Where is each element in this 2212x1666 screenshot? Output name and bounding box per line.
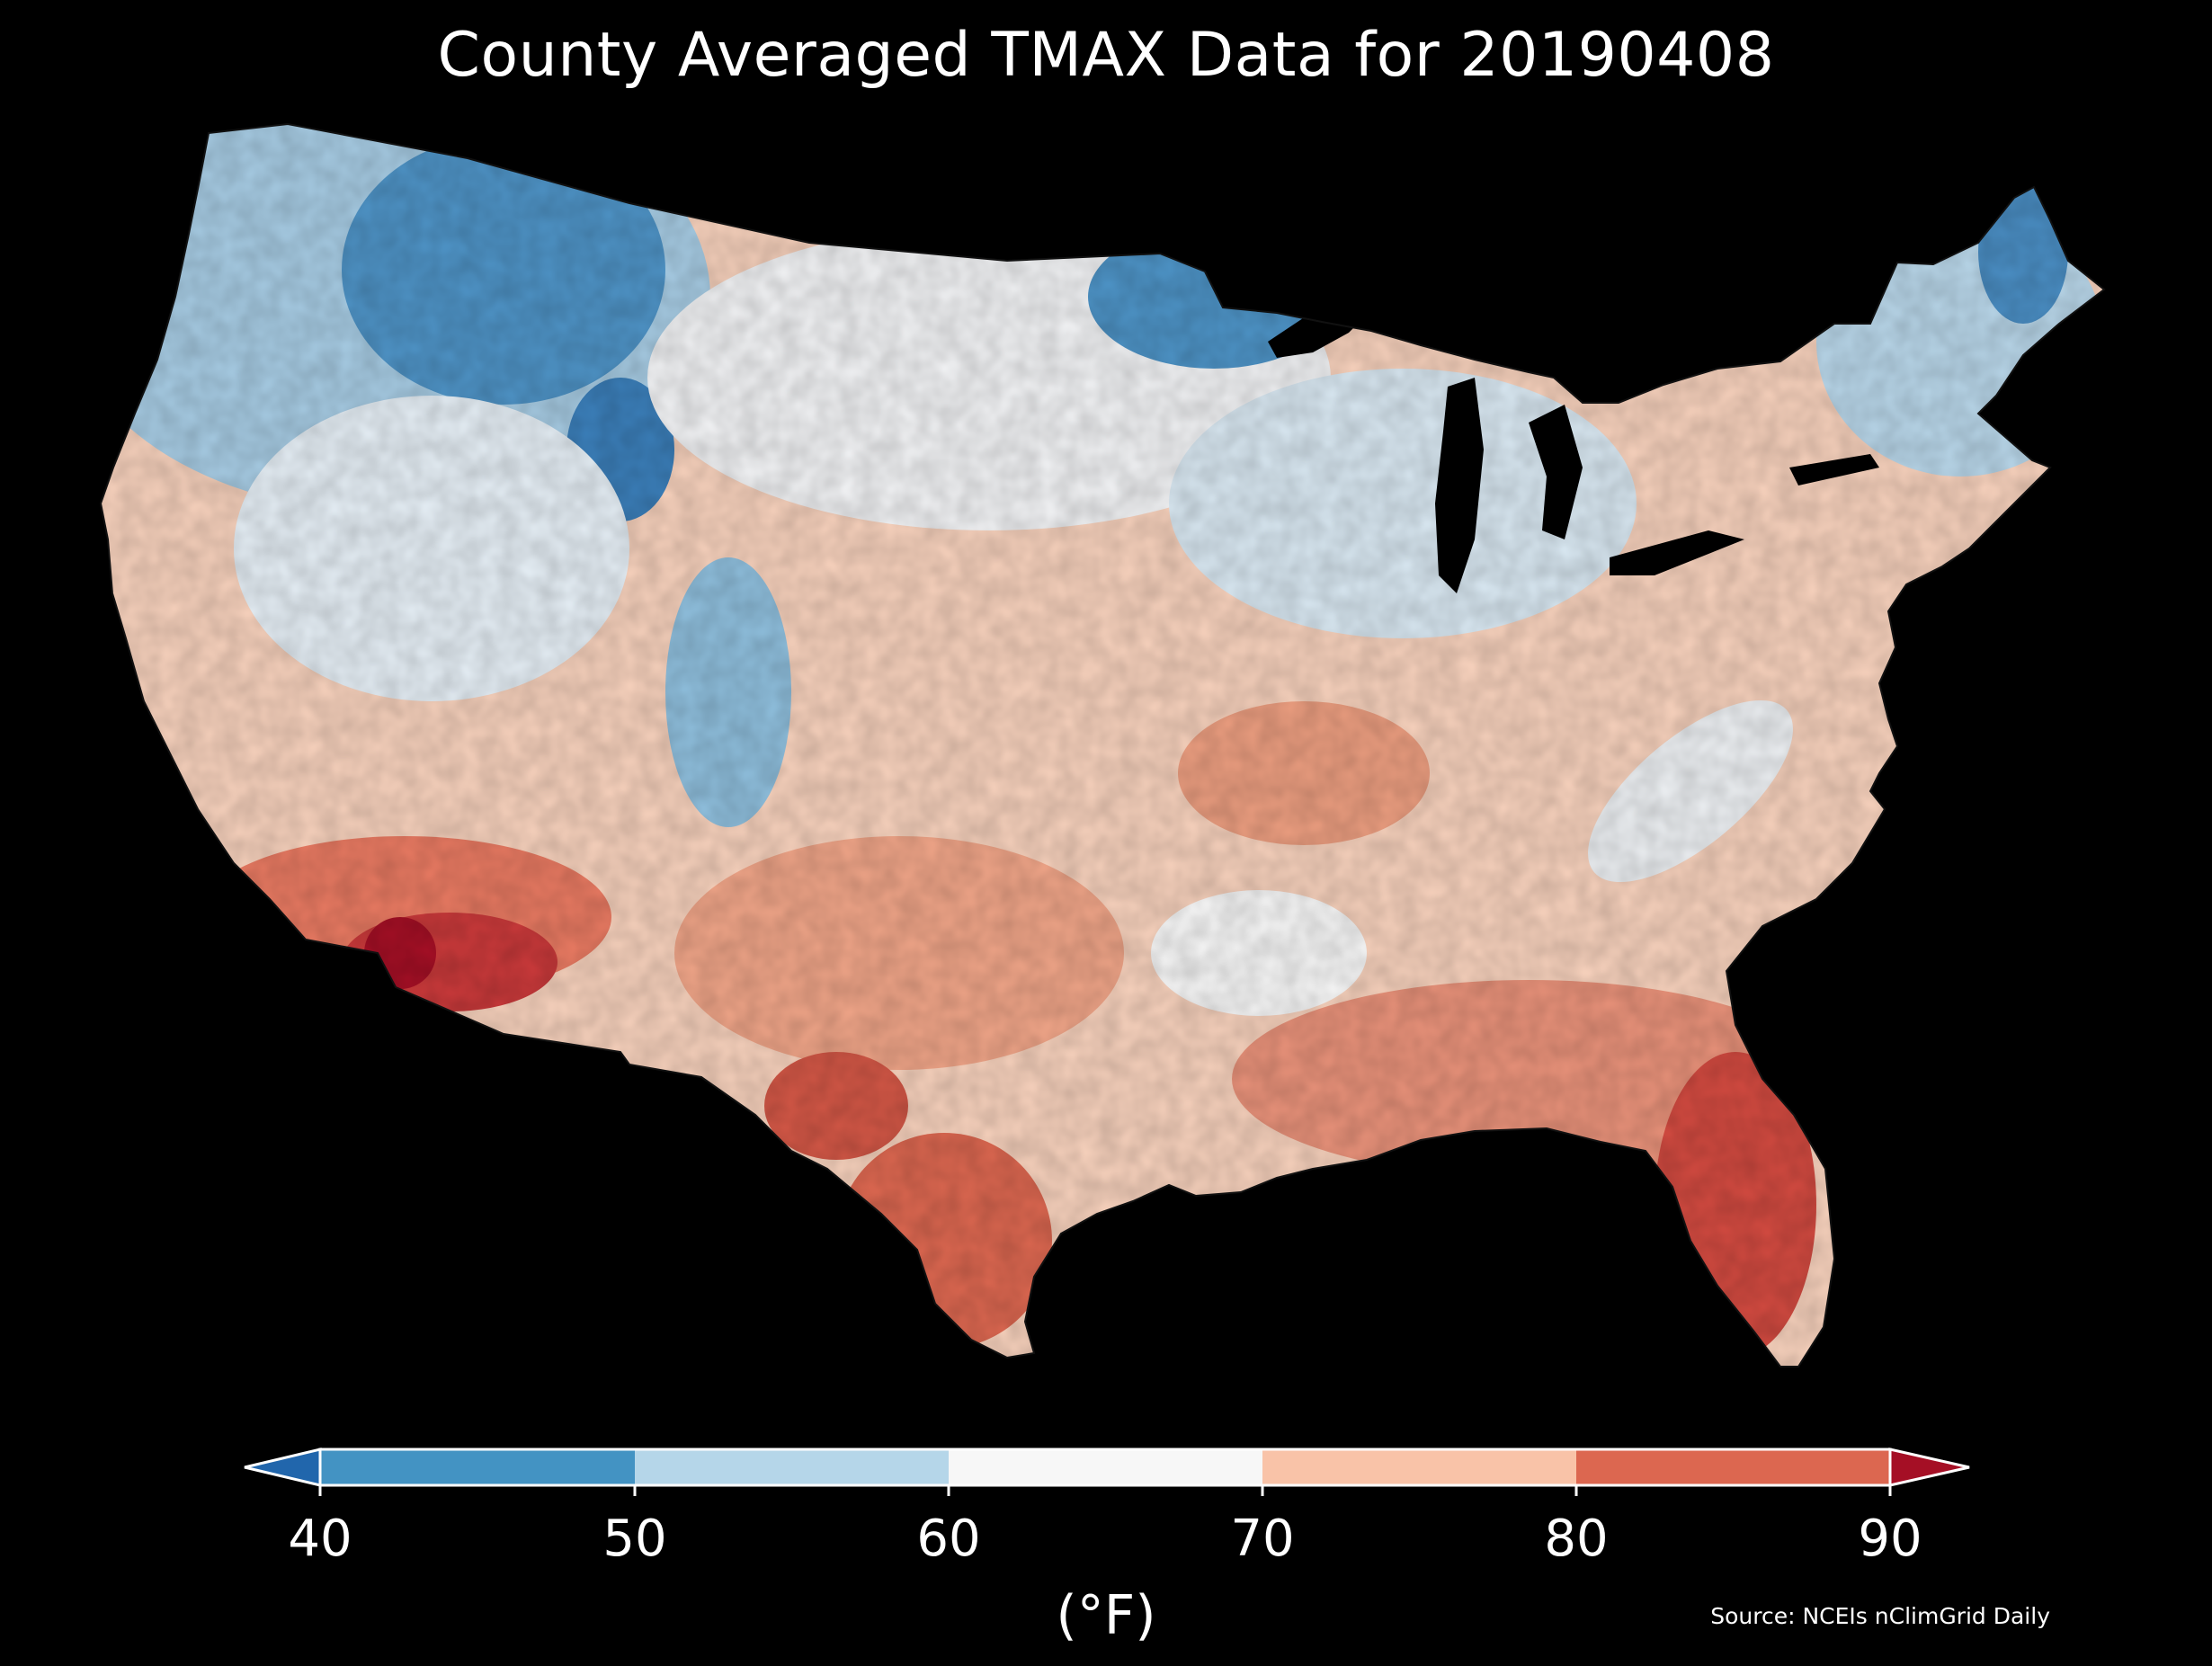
colorbar-tick-label-70: 70 xyxy=(1230,1510,1295,1568)
colorbar-bin-80-90 xyxy=(1576,1449,1890,1485)
us-outline xyxy=(99,122,2106,1368)
colorbar-tick-label-60: 60 xyxy=(916,1510,981,1568)
colorbar-tick-label-40: 40 xyxy=(288,1510,352,1568)
colorbar-bin-60-70 xyxy=(949,1449,1262,1485)
lake-michigan xyxy=(1435,378,1484,593)
lake-ontario xyxy=(1789,454,1879,486)
colorbar-tick-label-50: 50 xyxy=(602,1510,667,1568)
colorbar-bin-40-50 xyxy=(320,1449,635,1485)
colorbar-extend-over xyxy=(1888,1448,1970,1487)
colorbar-bin-70-80 xyxy=(1262,1449,1576,1485)
source-credit: Source: NCEIs nClimGrid Daily xyxy=(1710,1603,2050,1629)
lake-superior xyxy=(1268,270,1403,358)
colorbar-unit-label: (°F) xyxy=(1056,1584,1156,1647)
colorbar-bin-50-60 xyxy=(635,1449,949,1485)
colorbar-tick-label-90: 90 xyxy=(1858,1510,1922,1568)
great-lakes xyxy=(1268,270,1879,593)
colorbar-tick-label-80: 80 xyxy=(1544,1510,1609,1568)
lake-huron xyxy=(1529,405,1583,539)
map-title: County Averaged TMAX Data for 20190408 xyxy=(437,20,1775,91)
lake-erie xyxy=(1610,530,1744,575)
colorbar-frame xyxy=(318,1448,1892,1487)
colorbar-extend-under xyxy=(244,1448,322,1487)
